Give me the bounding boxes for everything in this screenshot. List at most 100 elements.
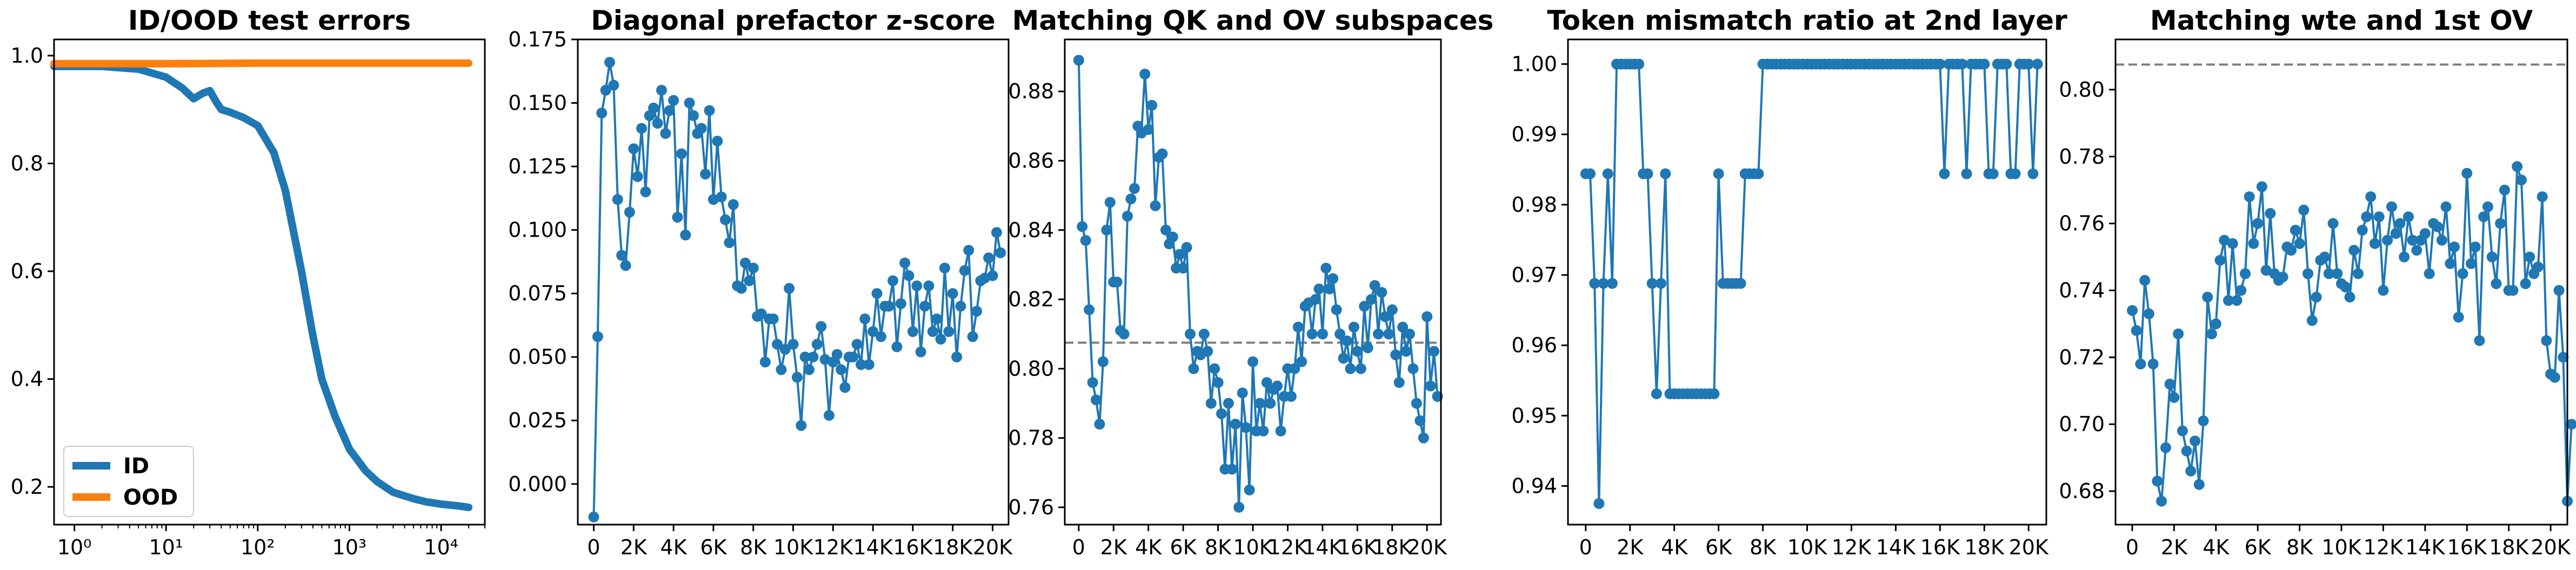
series-line bbox=[592, 61, 1002, 517]
data-point bbox=[2436, 234, 2447, 246]
data-point bbox=[2549, 372, 2560, 383]
data-point bbox=[1352, 346, 1363, 357]
data-point bbox=[1383, 328, 1394, 340]
data-point bbox=[2486, 251, 2498, 263]
data-point bbox=[2541, 335, 2552, 346]
y-tick-label: 1.0 bbox=[11, 44, 43, 68]
data-point bbox=[1713, 168, 1724, 179]
data-point bbox=[1345, 363, 1356, 374]
data-point bbox=[604, 57, 615, 68]
data-point bbox=[2390, 228, 2401, 239]
x-tick-label: 8K bbox=[2286, 535, 2313, 559]
data-point bbox=[2202, 291, 2213, 303]
data-point bbox=[1390, 349, 1402, 360]
data-point bbox=[2353, 268, 2364, 279]
data-point bbox=[2449, 242, 2460, 252]
data-point bbox=[2294, 238, 2305, 249]
data-point bbox=[656, 85, 667, 96]
data-point bbox=[1939, 168, 1950, 179]
data-point bbox=[2440, 201, 2452, 212]
data-point bbox=[2515, 175, 2527, 186]
data-point bbox=[2252, 218, 2264, 229]
data-point bbox=[1338, 353, 1349, 364]
data-point bbox=[799, 351, 811, 363]
x-tick-label: 10K bbox=[1233, 535, 1273, 559]
x-tick-label: 16K bbox=[1920, 535, 1960, 559]
data-point bbox=[1589, 278, 1600, 289]
data-point bbox=[1188, 363, 1199, 374]
data-point bbox=[2348, 245, 2360, 256]
data-point bbox=[947, 288, 958, 299]
data-point bbox=[1247, 356, 1258, 367]
data-point bbox=[2248, 238, 2259, 249]
data-point bbox=[839, 382, 851, 393]
data-point bbox=[688, 110, 699, 121]
data-point bbox=[1397, 321, 1409, 333]
data-point bbox=[903, 270, 915, 281]
data-point bbox=[2235, 285, 2247, 296]
data-point bbox=[2311, 291, 2322, 303]
data-point bbox=[1585, 168, 1596, 179]
data-point bbox=[1369, 280, 1380, 291]
data-point bbox=[2193, 479, 2205, 490]
data-point bbox=[1642, 168, 1653, 179]
data-point bbox=[856, 359, 866, 370]
data-point bbox=[2399, 251, 2410, 263]
data-point bbox=[1104, 197, 1116, 208]
x-tick-label: 14K bbox=[1876, 535, 1916, 559]
legend-label: ID bbox=[123, 454, 149, 479]
data-point bbox=[2181, 445, 2192, 457]
data-point bbox=[2277, 271, 2288, 283]
data-point bbox=[2164, 378, 2175, 390]
x-tick-label: 12K bbox=[1268, 535, 1308, 559]
data-point bbox=[2566, 419, 2576, 430]
data-point bbox=[2231, 295, 2243, 306]
data-point bbox=[2260, 265, 2272, 276]
chart-title: Token mismatch ratio at 2nd layer bbox=[1547, 5, 2067, 36]
data-point bbox=[2206, 328, 2217, 339]
x-tick-label: 8K bbox=[740, 535, 767, 559]
data-point bbox=[1216, 408, 1227, 419]
data-point bbox=[1205, 398, 1217, 409]
data-point bbox=[943, 326, 955, 337]
data-point bbox=[2185, 465, 2197, 477]
data-point bbox=[1084, 304, 1095, 316]
data-point bbox=[2027, 168, 2039, 179]
data-point bbox=[931, 313, 943, 325]
data-point bbox=[1362, 342, 1373, 353]
y-tick-label: 0.98 bbox=[1511, 193, 1557, 217]
chart-title: Diagonal prefactor z-score bbox=[591, 5, 995, 36]
legend: ID OOD bbox=[63, 446, 194, 517]
data-point bbox=[804, 364, 815, 375]
data-point bbox=[712, 136, 723, 147]
data-point bbox=[836, 364, 847, 375]
x-tick-label: 14K bbox=[2405, 535, 2445, 559]
x-tick-label: 8K bbox=[1750, 535, 1777, 559]
x-tick-label: 14K bbox=[853, 535, 893, 559]
data-point bbox=[2369, 238, 2380, 249]
data-point bbox=[1313, 283, 1325, 294]
data-point bbox=[1073, 55, 1084, 66]
data-point bbox=[636, 123, 648, 134]
data-point bbox=[1987, 168, 1999, 179]
y-tick-label: 0.82 bbox=[1008, 287, 1054, 311]
data-point bbox=[919, 300, 930, 312]
series-line-id bbox=[50, 62, 473, 512]
data-point bbox=[2507, 285, 2519, 296]
x-tick-label: 16K bbox=[2447, 535, 2487, 559]
y-tick-label: 0.84 bbox=[1008, 218, 1054, 242]
x-tick-label: 16K bbox=[893, 535, 933, 559]
data-point bbox=[652, 118, 663, 129]
data-point bbox=[1178, 263, 1189, 274]
data-point bbox=[2495, 218, 2506, 229]
y-tick-label: 0.000 bbox=[508, 472, 567, 496]
data-point bbox=[2168, 392, 2180, 403]
data-point bbox=[2373, 211, 2385, 223]
data-point bbox=[739, 257, 751, 269]
data-point bbox=[1181, 242, 1192, 253]
x-tick-label: 20K bbox=[2009, 535, 2049, 559]
data-point bbox=[1146, 99, 1158, 111]
data-point bbox=[2499, 184, 2510, 196]
data-point bbox=[1411, 398, 1422, 409]
data-point bbox=[1646, 278, 1658, 289]
